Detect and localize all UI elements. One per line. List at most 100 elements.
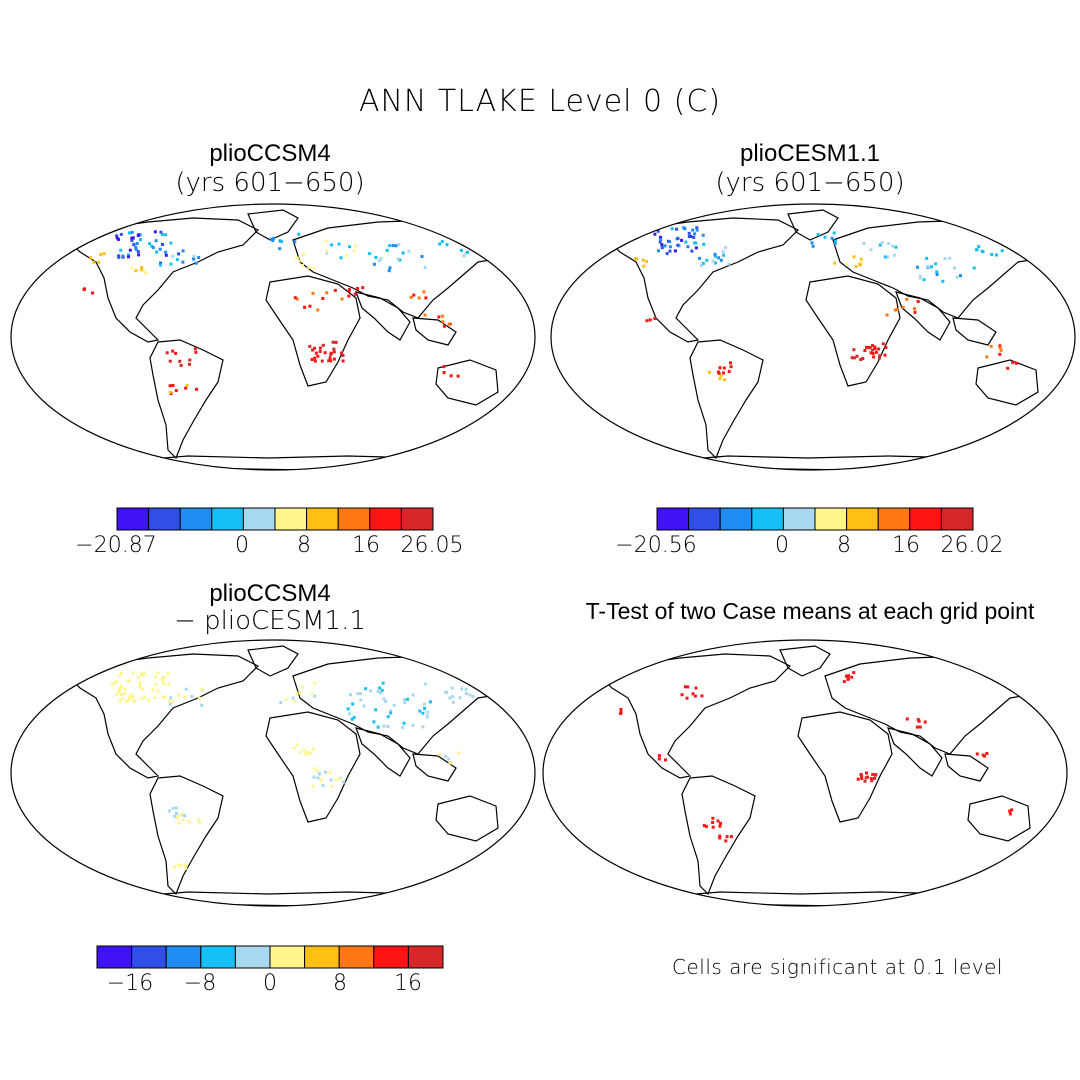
lake-cell (865, 345, 868, 349)
lake-cell (118, 699, 122, 703)
lake-cell (306, 750, 310, 754)
lake-cell (716, 819, 720, 823)
colorbar-swatch (909, 507, 942, 531)
colorbar-tick-label: 0 (235, 533, 249, 558)
lake-cell (278, 239, 282, 243)
lake-cell (1010, 808, 1014, 812)
lake-cell (330, 784, 333, 788)
lake-cell (271, 236, 275, 240)
lake-cell (164, 253, 168, 257)
map-content (66, 209, 514, 470)
lake-cell (823, 235, 827, 239)
lake-cell (311, 784, 315, 788)
lake-cell (660, 246, 664, 250)
lake-cell (440, 240, 444, 243)
lake-cell (948, 256, 952, 260)
lake-cell (323, 351, 327, 355)
lake-cell (334, 340, 338, 344)
lake-cell (444, 754, 448, 758)
australia-outline (967, 795, 1031, 842)
lake-cell (177, 252, 181, 256)
colorbar-swatch (306, 507, 339, 531)
lake-cell (916, 718, 920, 722)
lake-cell (653, 317, 657, 320)
colorbar-tick-label: 8 (837, 533, 851, 558)
lake-cell (705, 258, 709, 262)
lake-cell (325, 251, 329, 255)
lake-cell (181, 818, 185, 822)
lake-cell (200, 687, 204, 691)
map-border (550, 203, 1076, 471)
lake-cell (382, 724, 386, 728)
lake-cell (292, 746, 296, 750)
lake-cell (331, 340, 335, 344)
lake-cell (184, 866, 188, 870)
lake-cell (113, 681, 117, 685)
lake-cell (338, 777, 341, 781)
lake-cell (183, 695, 187, 699)
lake-cell (685, 696, 689, 700)
lake-cell (160, 233, 164, 236)
map-content (606, 209, 1054, 470)
lake-cell (154, 683, 157, 687)
lake-cell (466, 250, 470, 254)
lake-cell (444, 690, 448, 694)
lake-cell (873, 776, 876, 780)
lake-cell (874, 350, 878, 354)
lake-cell (619, 708, 623, 711)
lake-cell (324, 770, 328, 774)
lake-cell (718, 836, 722, 840)
lake-cell (460, 687, 464, 691)
lake-cell (117, 237, 120, 241)
lake-cell (188, 358, 192, 362)
colorbar-tick-label: 16 (892, 533, 920, 558)
lake-cell (918, 276, 922, 280)
lake-cell (719, 258, 723, 262)
lake-cell (717, 256, 721, 260)
lake-cell (905, 297, 909, 301)
lake-cell (687, 235, 691, 239)
lake-cell (873, 345, 877, 349)
lake-cell (171, 349, 175, 353)
lake-cell (711, 825, 715, 829)
lake-cell (279, 701, 283, 704)
lake-cell (140, 268, 143, 272)
lake-cell (998, 346, 1002, 350)
lake-cell (471, 694, 475, 698)
lake-cell (423, 313, 427, 317)
lake-cell (318, 346, 322, 350)
lake-cell (409, 295, 413, 299)
lake-cell (850, 675, 854, 679)
lake-cell (865, 771, 868, 775)
lake-cell (877, 356, 881, 360)
lake-cell (388, 244, 392, 248)
australia-outline (435, 795, 499, 842)
lake-cell (619, 711, 623, 714)
lake-cell (297, 232, 301, 236)
colorbar-swatch (337, 507, 371, 531)
lake-cell (887, 242, 891, 246)
lake-cell (881, 342, 885, 346)
lake-cell (136, 675, 140, 679)
lake-cell (313, 694, 317, 698)
lake-cell (359, 692, 362, 696)
map-border (10, 203, 536, 471)
greenland-outline (247, 209, 299, 241)
colorbar-swatch (846, 507, 879, 531)
lake-cell (635, 257, 639, 261)
lake-cell (382, 697, 386, 701)
lake-cell (690, 249, 694, 253)
lake-cell (1008, 812, 1012, 816)
lake-cell (386, 715, 390, 719)
lake-cell (311, 748, 315, 751)
lake-cell (377, 259, 381, 263)
lake-cell (877, 347, 881, 351)
lake-cell (200, 703, 204, 707)
lake-cell (364, 687, 368, 691)
lake-cell (329, 359, 333, 363)
south-america-outline (149, 339, 224, 460)
lake-cell (159, 261, 163, 265)
lake-cell (402, 721, 406, 725)
lake-cell (339, 256, 343, 260)
lake-cell (169, 241, 173, 245)
